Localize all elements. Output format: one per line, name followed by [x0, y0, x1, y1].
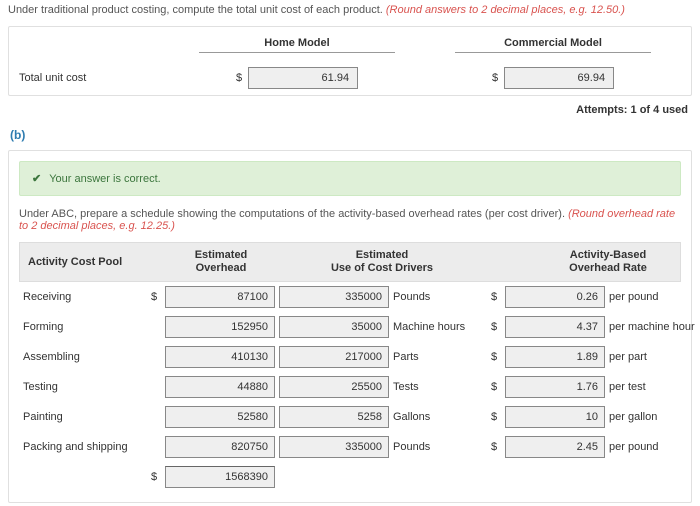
row-name: Receiving — [23, 291, 143, 303]
instruction-b-text: Under ABC, prepare a schedule showing th… — [19, 208, 565, 220]
row-unit: Parts — [393, 351, 483, 363]
table-row: Testing4488025500Tests$1.76per test — [19, 372, 681, 402]
row-overhead-input[interactable]: 87100 — [165, 286, 275, 308]
row-name: Forming — [23, 321, 143, 333]
row-per: per pound — [609, 441, 700, 453]
total-unit-cost-label: Total unit cost — [19, 72, 169, 84]
row-currency-oh: $ — [147, 291, 161, 303]
row-driver-input[interactable]: 5258 — [279, 406, 389, 428]
correct-banner-text: Your answer is correct. — [49, 173, 160, 185]
row-rate-input[interactable]: 1.89 — [505, 346, 605, 368]
row-per: per part — [609, 351, 700, 363]
row-name: Assembling — [23, 351, 143, 363]
total-home-input[interactable]: 61.94 — [248, 67, 358, 89]
abc-total-row: $ 1568390 — [19, 462, 681, 492]
row-driver-input[interactable]: 217000 — [279, 346, 389, 368]
row-rate-input[interactable]: 10 — [505, 406, 605, 428]
total-overhead-input[interactable]: 1568390 — [165, 466, 275, 488]
head-abc-rate: Activity-Based Overhead Rate — [506, 249, 700, 275]
instruction-a-text: Under traditional product costing, compu… — [8, 4, 383, 16]
row-currency-rate: $ — [487, 441, 501, 453]
row-rate-input[interactable]: 4.37 — [505, 316, 605, 338]
row-currency-rate: $ — [487, 291, 501, 303]
table-row: Packing and shipping 820750335000 Pounds $2… — [19, 432, 681, 462]
row-overhead-input[interactable]: 410130 — [165, 346, 275, 368]
row-driver-input[interactable]: 335000 — [279, 286, 389, 308]
row-overhead-input[interactable]: 152950 — [165, 316, 275, 338]
row-driver-input[interactable]: 35000 — [279, 316, 389, 338]
head-est-oh: Estimated Overhead — [166, 249, 276, 275]
row-unit: Pounds — [393, 291, 483, 303]
col-head-commercial: Commercial Model — [455, 37, 651, 53]
row-currency-rate: $ — [487, 381, 501, 393]
row-currency-rate: $ — [487, 321, 501, 333]
row-overhead-input[interactable]: 820750 — [165, 436, 275, 458]
table-row: Assembling410130217000Parts$1.89per part — [19, 342, 681, 372]
row-unit: Machine hours — [393, 321, 483, 333]
abc-table-header: Activity Cost Pool Estimated Overhead Es… — [19, 242, 681, 282]
row-per: per machine hour — [609, 321, 700, 333]
currency-commercial: $ — [492, 72, 498, 84]
instruction-b: Under ABC, prepare a schedule showing th… — [19, 208, 681, 232]
row-driver-input[interactable]: 25500 — [279, 376, 389, 398]
instruction-a: Under traditional product costing, compu… — [8, 4, 692, 16]
row-overhead-input[interactable]: 44880 — [165, 376, 275, 398]
row-currency-rate: $ — [487, 411, 501, 423]
row-unit: Tests — [393, 381, 483, 393]
row-unit: Gallons — [393, 411, 483, 423]
total-commercial-input[interactable]: 69.94 — [504, 67, 614, 89]
row-unit: Pounds — [393, 441, 483, 453]
total-currency: $ — [147, 471, 161, 483]
row-name: Packing and shipping — [23, 441, 143, 453]
table-row: Forming15295035000Machine hours$4.37per … — [19, 312, 681, 342]
row-per: per test — [609, 381, 700, 393]
row-driver-input[interactable]: 335000 — [279, 436, 389, 458]
table-row: Receiving$87100335000Pounds$0.26per poun… — [19, 282, 681, 312]
row-currency-rate: $ — [487, 351, 501, 363]
currency-home: $ — [236, 72, 242, 84]
row-rate-input[interactable]: 0.26 — [505, 286, 605, 308]
row-rate-input[interactable]: 2.45 — [505, 436, 605, 458]
row-rate-input[interactable]: 1.76 — [505, 376, 605, 398]
row-overhead-input[interactable]: 52580 — [165, 406, 275, 428]
head-activity: Activity Cost Pool — [24, 256, 144, 269]
head-est-use: Estimated Use of Cost Drivers — [280, 249, 484, 275]
correct-banner: ✔ Your answer is correct. — [19, 161, 681, 196]
row-per: per gallon — [609, 411, 700, 423]
table-row: Painting525805258Gallons$10per gallon — [19, 402, 681, 432]
check-icon: ✔ — [32, 172, 41, 185]
part-b-label: (b) — [10, 128, 690, 142]
section-a-table: Home Model Commercial Model Total unit c… — [8, 26, 692, 96]
col-head-home: Home Model — [199, 37, 395, 53]
row-name: Painting — [23, 411, 143, 423]
instruction-a-red: (Round answers to 2 decimal places, e.g.… — [386, 4, 625, 16]
attempts-text: Attempts: 1 of 4 used — [12, 104, 688, 116]
row-per: per pound — [609, 291, 700, 303]
row-name: Testing — [23, 381, 143, 393]
